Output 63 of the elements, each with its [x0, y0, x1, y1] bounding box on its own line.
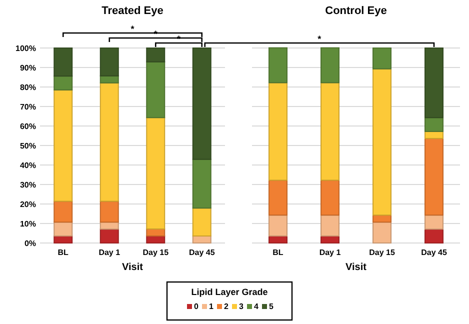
text: * — [318, 34, 322, 44]
bar — [100, 48, 119, 76]
y-tick-label: 70% — [20, 102, 36, 112]
bar — [320, 214, 340, 236]
x-tick-label: Day 15 — [142, 248, 170, 257]
legend-label: 1 — [209, 302, 214, 311]
x-tick-label: Day 45 — [421, 248, 448, 257]
legend-label: 5 — [269, 302, 274, 311]
chart-title: Treated Eye — [102, 5, 164, 17]
bar — [192, 158, 212, 209]
y-tick-label: 10% — [20, 219, 36, 228]
y-tick-label: 30% — [20, 180, 36, 190]
bar — [424, 214, 444, 230]
bar — [100, 228, 119, 244]
bar — [320, 82, 340, 181]
y-tick-label: 0% — [24, 238, 36, 248]
x-tick-label: Day 15 — [369, 248, 396, 257]
y-tick-label: 40% — [20, 160, 36, 170]
legend-label: 0 — [194, 302, 199, 311]
bar — [100, 200, 119, 223]
bar — [424, 48, 444, 118]
legend-label: 2 — [224, 302, 229, 311]
text: * — [130, 24, 135, 34]
x-tick-label: Day 45 — [188, 248, 216, 257]
bar — [424, 138, 444, 216]
chart-title: Control Eye — [325, 5, 387, 17]
bar — [268, 214, 288, 236]
bar — [268, 47, 288, 84]
bar — [372, 68, 392, 216]
bar — [320, 47, 340, 84]
x-axis-title: Visit — [346, 262, 368, 273]
x-tick-label: BL — [58, 248, 69, 257]
bar — [100, 82, 119, 202]
bar — [192, 208, 212, 236]
bar — [54, 200, 73, 223]
bar — [424, 228, 444, 244]
bar — [54, 222, 73, 236]
x-axis-title: Visit — [122, 262, 144, 273]
y-tick-label: 50% — [20, 141, 36, 150]
y-tick-label: 100% — [16, 44, 36, 53]
bar — [372, 48, 392, 70]
bar — [192, 48, 212, 160]
bar — [268, 180, 288, 216]
legend-label: 4 — [254, 302, 259, 311]
y-tick-label: 60% — [20, 122, 36, 131]
x-tick-label: Day 1 — [98, 248, 121, 257]
bar — [146, 61, 166, 118]
bar — [268, 82, 288, 181]
bar — [54, 89, 73, 202]
legend-title: Lipid Layer Grade — [191, 287, 268, 297]
bar — [54, 76, 73, 90]
legend-label: 3 — [239, 302, 244, 311]
bar — [146, 48, 166, 62]
x-tick-label: BL — [272, 248, 284, 257]
bar — [320, 180, 340, 216]
bar — [54, 48, 73, 77]
y-tick-label: 80% — [20, 82, 36, 92]
bar — [146, 117, 166, 230]
y-tick-label: 20% — [20, 200, 36, 209]
bar — [372, 222, 392, 244]
y-tick-label: 90% — [20, 63, 36, 72]
x-tick-label: Day 1 — [319, 248, 342, 257]
bar — [424, 117, 444, 132]
